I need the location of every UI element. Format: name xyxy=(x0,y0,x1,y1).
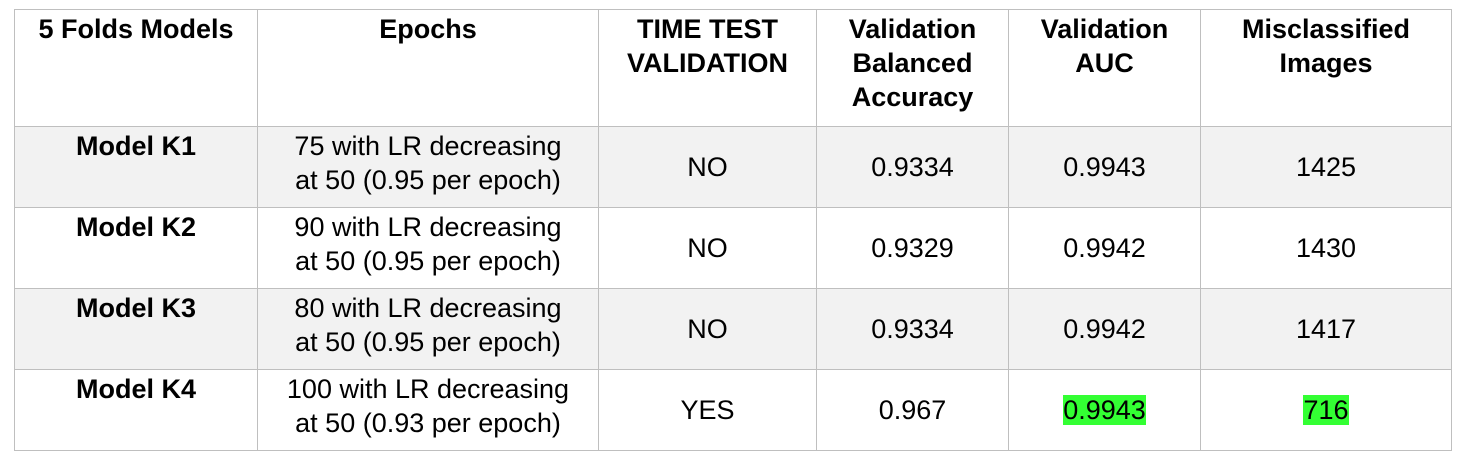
auc-cell: 0.9943 xyxy=(1008,126,1201,208)
misclassified-cell: 1417 xyxy=(1200,288,1452,370)
header-models: 5 Folds Models xyxy=(14,9,258,127)
model-cell: Model K1 xyxy=(14,126,258,208)
time-test-validation-cell: NO xyxy=(598,207,817,289)
header-row: 5 Folds Models Epochs TIME TEST VALIDATI… xyxy=(14,9,1452,127)
header-misclassified-text: Misclassified Images xyxy=(1241,14,1411,78)
epochs-cell: 80 with LR decreasing at 50 (0.95 per epo… xyxy=(257,288,599,370)
table-row: Model K3 80 with LR decreasing at 50 (0.9… xyxy=(14,288,1452,370)
time-test-validation-cell: NO xyxy=(598,126,817,208)
balanced-accuracy-cell: 0.967 xyxy=(816,369,1009,451)
header-time-test-validation: TIME TEST VALIDATION xyxy=(598,9,817,127)
misclassified-cell: 1425 xyxy=(1200,126,1452,208)
epochs-line-1: 90 with LR decreasing xyxy=(294,212,562,242)
epochs-line-1: 75 with LR decreasing xyxy=(294,131,562,161)
table-row: Model K2 90 with LR decreasing at 50 (0.9… xyxy=(14,207,1452,289)
time-test-validation-cell: NO xyxy=(598,288,817,370)
misclassified-cell: 716 xyxy=(1200,369,1452,451)
epochs-cell: 90 with LR decreasing at 50 (0.95 per epo… xyxy=(257,207,599,289)
time-test-validation-cell: YES xyxy=(598,369,817,451)
epochs-line-2: at 50 (0.95 per epoch) xyxy=(295,327,561,357)
header-auc-text: Validation AUC xyxy=(1040,14,1169,78)
balanced-accuracy-cell: 0.9329 xyxy=(816,207,1009,289)
header-time-test-validation-text: TIME TEST VALIDATION xyxy=(627,14,788,78)
misclassified-cell: 1430 xyxy=(1200,207,1452,289)
results-table: 5 Folds Models Epochs TIME TEST VALIDATI… xyxy=(14,9,1452,451)
epochs-line-1: 100 with LR decreasing xyxy=(286,374,570,404)
model-cell: Model K2 xyxy=(14,207,258,289)
header-balanced-accuracy-text: Validation Balanced Accuracy xyxy=(848,14,977,112)
header-balanced-accuracy: Validation Balanced Accuracy xyxy=(816,9,1009,127)
epochs-line-2: at 50 (0.95 per epoch) xyxy=(295,246,561,276)
misclassified-highlight: 716 xyxy=(1303,395,1349,425)
epochs-line-2: at 50 (0.93 per epoch) xyxy=(295,408,561,438)
auc-cell: 0.9942 xyxy=(1008,207,1201,289)
auc-cell: 0.9943 xyxy=(1008,369,1201,451)
model-cell: Model K3 xyxy=(14,288,258,370)
auc-highlight: 0.9943 xyxy=(1063,395,1146,425)
header-auc: Validation AUC xyxy=(1008,9,1201,127)
epochs-cell: 75 with LR decreasing at 50 (0.95 per epo… xyxy=(257,126,599,208)
epochs-line-1: 80 with LR decreasing xyxy=(294,293,562,323)
balanced-accuracy-cell: 0.9334 xyxy=(816,126,1009,208)
table-row: Model K4 100 with LR decreasing at 50 (0.… xyxy=(14,369,1452,451)
epochs-cell: 100 with LR decreasing at 50 (0.93 per ep… xyxy=(257,369,599,451)
epochs-line-2: at 50 (0.95 per epoch) xyxy=(295,165,561,195)
header-misclassified: Misclassified Images xyxy=(1200,9,1452,127)
header-epochs: Epochs xyxy=(257,9,599,127)
table-row: Model K1 75 with LR decreasing at 50 (0.9… xyxy=(14,126,1452,208)
auc-cell: 0.9942 xyxy=(1008,288,1201,370)
balanced-accuracy-cell: 0.9334 xyxy=(816,288,1009,370)
model-cell: Model K4 xyxy=(14,369,258,451)
